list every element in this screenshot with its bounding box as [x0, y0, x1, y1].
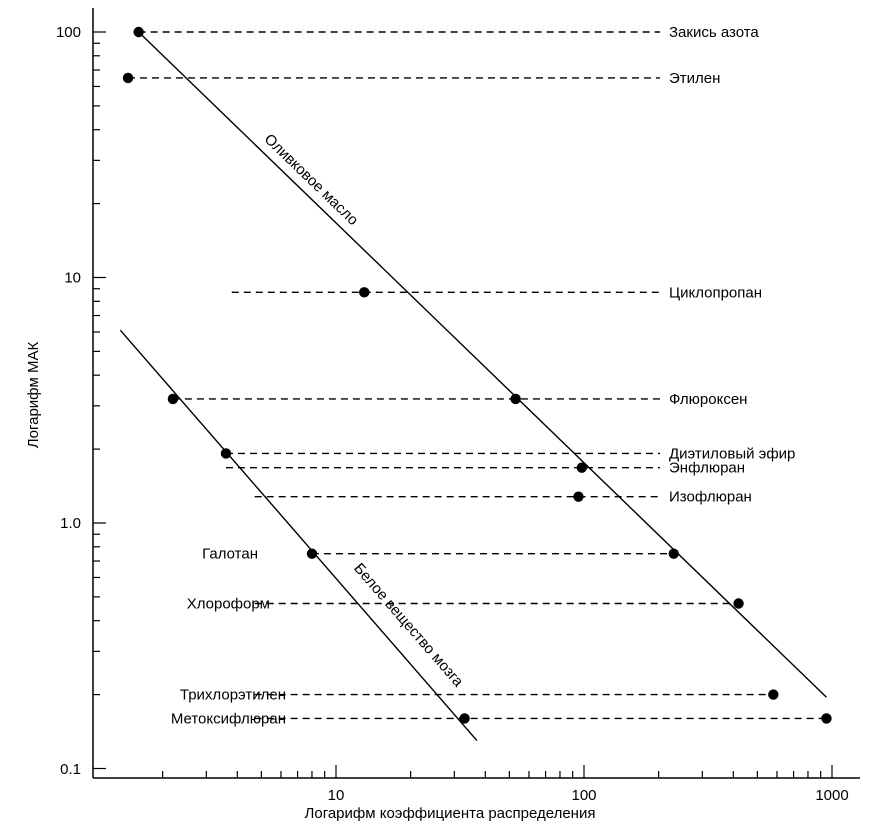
data-point: [133, 26, 144, 38]
y-tick-label: 100: [56, 24, 81, 41]
data-point: [306, 548, 318, 559]
agent-label: Галотан: [202, 546, 258, 563]
agent-label: Изофлюран: [669, 489, 752, 506]
agent-label: Трихлорэтилен: [180, 687, 286, 704]
agent-label: Флюроксен: [669, 391, 747, 408]
x-axis-title: Логарифм коэффициента распределения: [305, 805, 596, 822]
data-point: [510, 393, 521, 405]
agent-label: Хлороформ: [187, 596, 270, 613]
x-tick-label: 10: [328, 787, 345, 804]
reference-lines: Оливковое масло Белое вещество мозга: [119, 31, 827, 741]
x-tick-label: 1000: [815, 787, 848, 804]
olive-oil-line: [138, 31, 827, 698]
y-tick-label: 10: [64, 270, 81, 287]
agent-label: Циклопропан: [669, 284, 762, 301]
agent-label: Метоксифлюран: [171, 710, 286, 727]
data-point: [459, 713, 470, 724]
y-tick-label: 1.0: [60, 515, 81, 532]
data-point: [576, 462, 588, 473]
data-point: [668, 548, 679, 559]
brain-white-matter-line: [119, 329, 478, 741]
data-points: [122, 26, 832, 724]
axes: 10 100 1000 0.1 1.0 10 100 Логарифм коэффицие…: [25, 8, 860, 822]
data-point: [768, 689, 779, 700]
data-point: [821, 713, 832, 724]
data-point: [573, 491, 584, 502]
agent-label: Этилен: [669, 70, 720, 87]
olive-oil-label: Оливковое масло: [261, 131, 362, 229]
y-ticks: 0.1 1.0 10 100: [56, 24, 106, 778]
x-ticks: 10 100 1000: [162, 765, 849, 804]
agent-labels: Закись азота Этилен Циклопропан Флюроксен Ди…: [171, 24, 796, 727]
brain-white-matter-label: Белое вещество мозга: [350, 560, 467, 691]
data-point: [359, 287, 370, 298]
y-axis-title: Логарифм МАК: [25, 342, 42, 449]
data-point: [733, 598, 744, 609]
dashed-mac-lines: [128, 31, 827, 720]
x-tick-label: 100: [571, 787, 596, 804]
data-point: [220, 448, 232, 459]
data-point: [122, 72, 134, 84]
agent-label: Энфлюран: [669, 460, 745, 477]
y-tick-label: 0.1: [60, 761, 81, 778]
agent-label: Закись азота: [669, 24, 759, 41]
data-point: [167, 393, 179, 405]
agent-label: Диэтиловый эфир: [669, 445, 795, 462]
